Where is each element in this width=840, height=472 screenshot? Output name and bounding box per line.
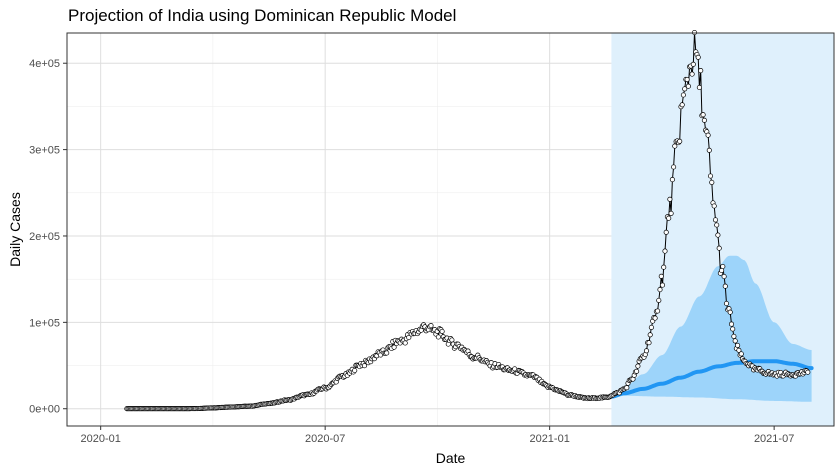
observed-point — [672, 143, 678, 149]
observed-point — [669, 177, 675, 183]
x-tick-label: 2021-07 — [754, 433, 794, 445]
observed-point — [690, 61, 696, 67]
x-tick-label: 2020-07 — [305, 433, 345, 445]
observed-point — [709, 179, 715, 185]
observed-point — [658, 273, 664, 279]
observed-point — [391, 344, 397, 350]
observed-point — [647, 332, 653, 338]
observed-point — [384, 350, 390, 356]
observed-point — [701, 117, 707, 123]
prediction-interval-band — [611, 255, 812, 402]
observed-point — [735, 342, 741, 348]
chart-title: Projection of India using Dominican Repu… — [68, 6, 457, 25]
observed-point — [655, 308, 661, 314]
observed-point — [723, 300, 730, 307]
observed-point — [706, 147, 712, 153]
observed-point — [677, 138, 683, 144]
observed-point — [635, 363, 641, 369]
observed-point — [667, 196, 673, 202]
observed-point — [684, 76, 690, 83]
observed-point — [666, 215, 672, 221]
observed-point — [402, 340, 408, 346]
observed-point — [695, 54, 701, 60]
x-axis-title: Date — [436, 450, 466, 466]
observed-point — [712, 217, 719, 223]
observed-point — [727, 309, 733, 315]
observed-point — [668, 210, 674, 216]
observed-point — [435, 334, 441, 340]
observed-point — [730, 326, 736, 332]
observed-point — [646, 340, 652, 346]
observed-point — [634, 368, 640, 374]
observed-point — [716, 245, 722, 251]
y-tick-label: 2e+05 — [29, 231, 60, 243]
observed-point — [648, 324, 654, 330]
observed-point — [659, 282, 666, 288]
observed-point — [406, 334, 412, 341]
observed-point — [805, 369, 811, 375]
observed-point — [728, 321, 735, 327]
observed-point — [656, 297, 662, 303]
observed-point — [663, 229, 669, 235]
observed-point — [661, 264, 667, 270]
observed-point — [736, 347, 742, 353]
observed-point — [705, 132, 711, 138]
observed-point — [722, 283, 728, 289]
observed-point — [361, 363, 368, 369]
observed-point — [679, 102, 685, 108]
observed-point — [707, 173, 714, 179]
y-axis-title: Daily Cases — [7, 192, 23, 267]
observed-point — [731, 333, 737, 339]
observed-point — [682, 86, 688, 92]
observed-point — [428, 323, 434, 329]
observed-point — [721, 273, 727, 280]
observed-point — [439, 328, 445, 334]
projection-bands — [611, 33, 834, 426]
observed-point — [685, 83, 691, 89]
observed-point — [657, 287, 663, 293]
observed-point — [662, 248, 668, 254]
observed-series — [124, 29, 811, 412]
observed-point — [732, 338, 738, 344]
observed-point — [680, 92, 686, 98]
observed-point — [624, 385, 630, 391]
observed-point — [449, 337, 455, 343]
observed-point — [714, 222, 720, 228]
y-tick-label: 4e+05 — [29, 58, 60, 70]
projection-line — [609, 359, 814, 399]
y-tick-label: 0e+00 — [29, 404, 60, 416]
axes: 2020-01 2020-07 2021-01 2021-07 0e+00 1e+05 2e… — [7, 58, 794, 466]
y-tick-label: 3e+05 — [29, 145, 60, 157]
observed-point — [696, 84, 702, 91]
observed-point — [715, 232, 721, 238]
plot-border — [66, 32, 835, 427]
x-tick-label: 2021-01 — [529, 433, 569, 445]
x-tick-label: 2020-01 — [80, 433, 120, 445]
observed-point — [652, 315, 658, 321]
observed-point — [689, 71, 695, 77]
observed-point — [671, 164, 677, 170]
observed-point — [720, 263, 726, 270]
projection-line-group — [609, 359, 814, 399]
observed-point — [643, 348, 650, 354]
observed-point — [352, 367, 358, 374]
observed-point — [738, 351, 744, 357]
observed-point — [698, 68, 704, 74]
observed-point — [711, 203, 717, 209]
observed-point — [700, 112, 706, 118]
y-tick-label: 1e+05 — [29, 317, 60, 329]
